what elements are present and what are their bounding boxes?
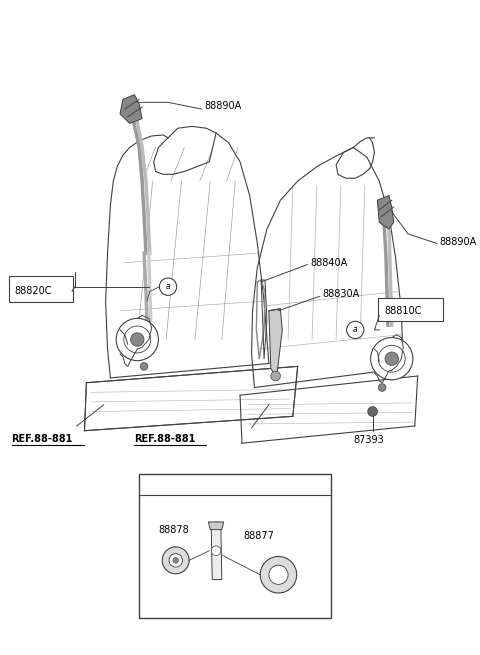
- Circle shape: [260, 557, 297, 593]
- Text: 88877: 88877: [243, 531, 274, 541]
- Polygon shape: [377, 195, 394, 229]
- Circle shape: [385, 352, 398, 365]
- Polygon shape: [269, 309, 282, 378]
- FancyBboxPatch shape: [9, 276, 73, 302]
- Text: 88878: 88878: [158, 525, 189, 534]
- Circle shape: [169, 553, 182, 567]
- Polygon shape: [208, 522, 224, 530]
- Polygon shape: [84, 366, 298, 431]
- Circle shape: [173, 557, 179, 563]
- Circle shape: [271, 371, 280, 381]
- Text: a: a: [353, 326, 358, 335]
- Circle shape: [116, 318, 158, 361]
- Text: 88820C: 88820C: [14, 286, 52, 295]
- FancyBboxPatch shape: [378, 298, 443, 321]
- Text: 88840A: 88840A: [310, 257, 348, 268]
- Circle shape: [371, 337, 413, 380]
- Circle shape: [131, 333, 144, 346]
- Circle shape: [347, 321, 364, 339]
- Circle shape: [368, 407, 377, 417]
- Text: 87393: 87393: [353, 436, 384, 445]
- Circle shape: [378, 384, 386, 391]
- Circle shape: [140, 363, 148, 370]
- Text: a: a: [151, 480, 156, 489]
- Text: 88890A: 88890A: [440, 236, 477, 246]
- Circle shape: [162, 547, 189, 574]
- FancyBboxPatch shape: [139, 474, 331, 618]
- Circle shape: [269, 565, 288, 584]
- Text: REF.88-881: REF.88-881: [134, 434, 196, 444]
- Text: a: a: [166, 282, 170, 291]
- Circle shape: [211, 546, 221, 555]
- Text: 88890A: 88890A: [204, 101, 242, 111]
- Text: 88810C: 88810C: [384, 306, 421, 316]
- Circle shape: [145, 476, 162, 493]
- Circle shape: [159, 278, 177, 295]
- Polygon shape: [211, 527, 222, 580]
- Polygon shape: [120, 95, 142, 123]
- Text: REF.88-881: REF.88-881: [12, 434, 73, 444]
- Text: 88830A: 88830A: [323, 290, 360, 299]
